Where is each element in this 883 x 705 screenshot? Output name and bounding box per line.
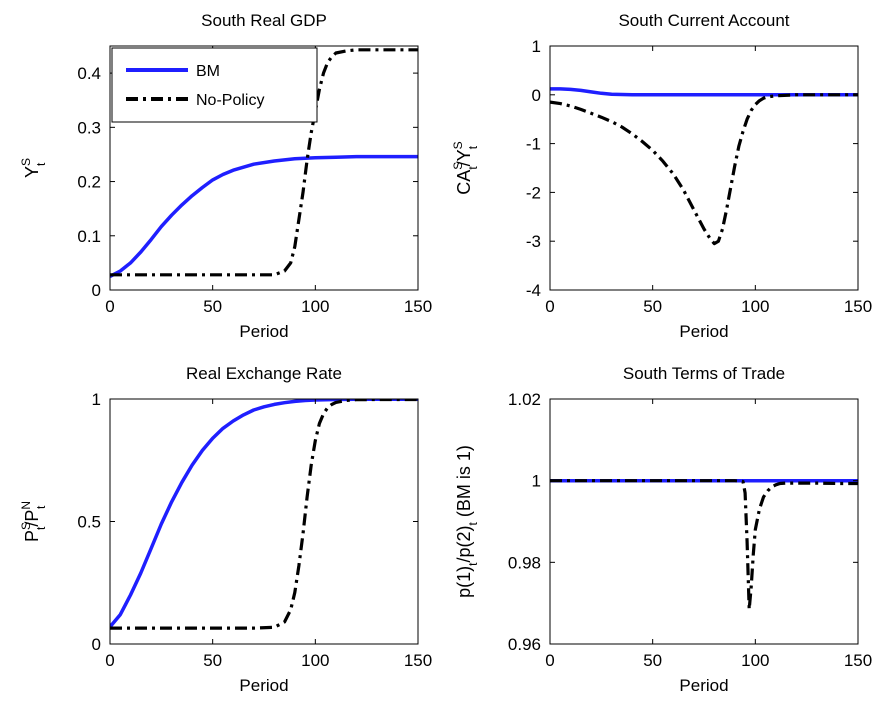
x-axis-label: Period bbox=[679, 676, 728, 695]
subplot-1: 0 50 100 150 0 0.1 0.2 0.3 0.4 South Real GDP Peri… bbox=[19, 11, 432, 341]
y-tick-label: 0.98 bbox=[508, 553, 541, 572]
chart-title: Real Exchange Rate bbox=[186, 364, 342, 383]
y-tick-label: -2 bbox=[526, 183, 541, 202]
x-tick-label: 50 bbox=[203, 297, 222, 316]
x-tick-label: 100 bbox=[741, 651, 769, 670]
subplot-2: 0 50 100 150 -4 -3 -2 -1 0 1 South Current Account… bbox=[451, 11, 872, 341]
y-tick-label: 1.02 bbox=[508, 390, 541, 409]
y-axis-label: YSt bbox=[19, 158, 48, 178]
y-tick-label: -1 bbox=[526, 135, 541, 154]
subplot-4: 0 50 100 150 0.96 0.98 1 1.02 South Terms of Tra… bbox=[454, 364, 872, 695]
x-tick-label: 150 bbox=[844, 651, 872, 670]
series-line-bm bbox=[110, 154, 418, 278]
series-line-bm bbox=[550, 87, 858, 97]
axes-box bbox=[549, 398, 859, 645]
x-tick-label: 50 bbox=[643, 297, 662, 316]
y-tick-label: -3 bbox=[526, 232, 541, 251]
x-tick-label: 50 bbox=[643, 651, 662, 670]
axes-box bbox=[109, 398, 419, 645]
y-tick-label: 0 bbox=[532, 86, 541, 105]
y-tick-label: 1 bbox=[532, 37, 541, 56]
series-line-no-policy bbox=[550, 93, 858, 246]
y-axis-label: CASt/YSt bbox=[451, 141, 480, 194]
y-tick-label: -4 bbox=[526, 281, 541, 300]
y-tick-label: 0.1 bbox=[77, 227, 101, 246]
series-line-bm bbox=[110, 399, 418, 629]
series-line-no-policy bbox=[550, 479, 858, 611]
legend-label: BM bbox=[196, 63, 220, 80]
y-tick-label: 1 bbox=[92, 390, 101, 409]
chart-title: South Current Account bbox=[618, 11, 789, 30]
series-line-no-policy bbox=[110, 48, 418, 277]
y-tick-label: 0.2 bbox=[77, 173, 101, 192]
x-tick-label: 0 bbox=[105, 651, 114, 670]
x-tick-label: 0 bbox=[545, 297, 554, 316]
x-axis-label: Period bbox=[679, 322, 728, 341]
x-tick-label: 150 bbox=[404, 651, 432, 670]
x-tick-label: 150 bbox=[404, 297, 432, 316]
y-axis-label: p(1)t/p(2)t (BM is 1) bbox=[454, 445, 480, 598]
y-tick-label: 0 bbox=[92, 635, 101, 654]
chart-title: South Real GDP bbox=[201, 11, 327, 30]
series-line-no-policy bbox=[110, 399, 418, 630]
y-tick-label: 0.96 bbox=[508, 635, 541, 654]
legend-box bbox=[111, 47, 318, 123]
x-tick-label: 150 bbox=[844, 297, 872, 316]
x-axis-label: Period bbox=[239, 676, 288, 695]
subplot-3: 0 50 100 150 0 0.5 1 Real Exchange Rate Period PS… bbox=[19, 364, 432, 695]
chart-title: South Terms of Trade bbox=[623, 364, 785, 383]
y-tick-label: 0 bbox=[92, 281, 101, 300]
x-tick-label: 100 bbox=[301, 651, 329, 670]
y-tick-label: 0.5 bbox=[77, 513, 101, 532]
x-axis-label: Period bbox=[239, 322, 288, 341]
y-axis-label: PSt/PNt bbox=[19, 501, 48, 542]
axes-box bbox=[549, 45, 859, 291]
x-tick-label: 100 bbox=[741, 297, 769, 316]
y-tick-label: 0.4 bbox=[77, 64, 101, 83]
x-tick-label: 0 bbox=[105, 297, 114, 316]
x-tick-label: 50 bbox=[203, 651, 222, 670]
y-tick-label: 0.3 bbox=[77, 118, 101, 137]
y-tick-label: 1 bbox=[532, 472, 541, 491]
axes-box bbox=[109, 45, 419, 291]
legend-label: No-Policy bbox=[196, 92, 264, 109]
x-tick-label: 0 bbox=[545, 651, 554, 670]
x-tick-label: 100 bbox=[301, 297, 329, 316]
legend: BM No-Policy bbox=[111, 47, 318, 123]
